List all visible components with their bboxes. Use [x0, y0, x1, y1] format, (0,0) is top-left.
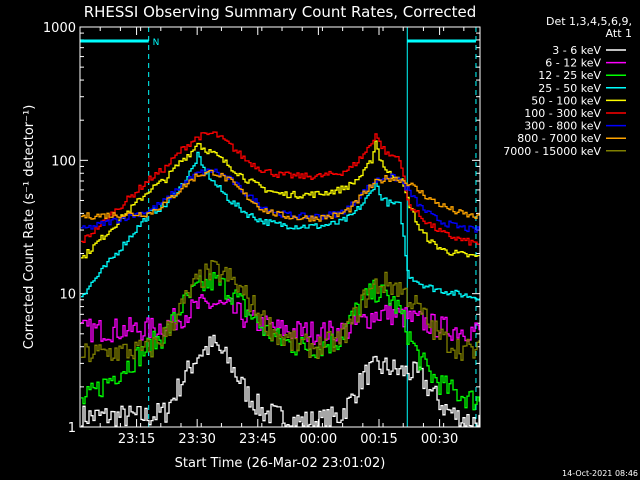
series-line	[81, 169, 480, 222]
legend-entry-label: 800 - 7000 keV	[517, 132, 601, 145]
legend-entry-label: 3 - 6 keV	[552, 44, 601, 57]
y-tick-label: 1000	[43, 21, 76, 36]
legend-header: Att 1	[606, 27, 632, 40]
generated-timestamp: 14-Oct-2021 08:46	[562, 469, 638, 478]
series-line	[81, 260, 480, 363]
legend-entry-label: 300 - 800 keV	[524, 120, 601, 133]
plot-frame	[79, 26, 481, 428]
night-markers: N	[80, 27, 477, 427]
night-label: N	[153, 38, 160, 48]
legend-header: Det 1,3,4,5,6,9,	[546, 15, 632, 28]
x-tick-label: 23:45	[239, 432, 276, 447]
series-line	[81, 334, 480, 427]
y-axis-label: Corrected Count Rate (s⁻¹ detector⁻¹)	[22, 105, 37, 350]
legend-entry-label: 50 - 100 keV	[531, 94, 601, 107]
legend-entry-label: 6 - 12 keV	[545, 57, 601, 70]
legend-entry-label: 7000 - 15000 keV	[503, 145, 601, 158]
series-line	[81, 168, 480, 233]
y-tick-label: 10	[59, 288, 76, 303]
series-lines	[81, 131, 480, 427]
series-line	[81, 131, 480, 246]
chart-title: RHESSI Observing Summary Count Rates, Co…	[84, 3, 477, 21]
x-tick-label: 23:15	[118, 432, 155, 447]
x-tick-label: 00:00	[300, 432, 337, 447]
y-tick-label: 100	[51, 154, 76, 169]
series-line	[81, 271, 480, 411]
x-tick-label: 23:30	[178, 432, 215, 447]
legend-entry-label: 12 - 25 keV	[538, 69, 601, 82]
legend-entry-label: 100 - 300 keV	[524, 107, 601, 120]
series-line	[81, 294, 480, 345]
x-tick-label: 00:30	[421, 432, 458, 447]
x-tick-label: 00:15	[360, 432, 397, 447]
legend-entry-label: 25 - 50 keV	[538, 82, 601, 95]
y-tick-label: 1	[68, 421, 76, 436]
series-line	[81, 140, 480, 259]
x-axis-label: Start Time (26-Mar-02 23:01:02)	[175, 456, 386, 471]
